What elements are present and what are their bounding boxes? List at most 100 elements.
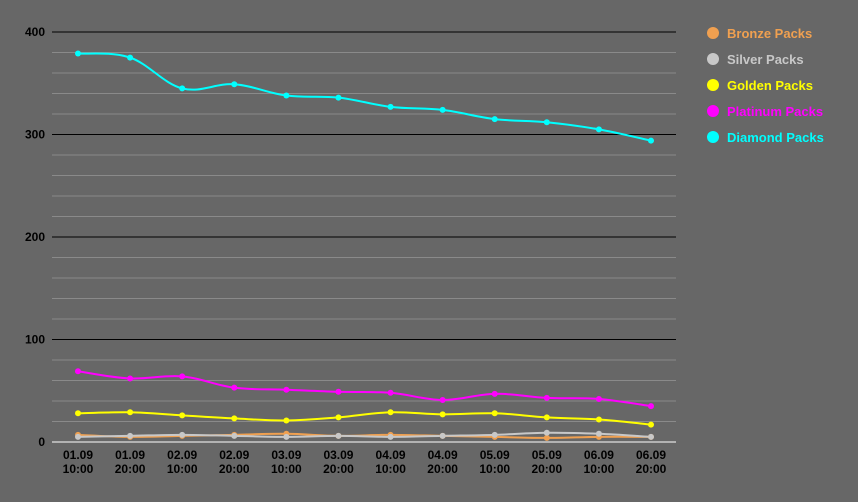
data-point-golden-packs xyxy=(648,421,654,428)
data-point-diamond-packs xyxy=(179,85,186,92)
data-point-diamond-packs xyxy=(75,50,81,57)
x-tick-label: 04.09 xyxy=(428,448,458,462)
data-point-platinum-packs xyxy=(648,403,654,410)
data-point-silver-packs xyxy=(75,433,81,440)
series-lines xyxy=(77,52,652,439)
data-point-golden-packs xyxy=(75,410,81,417)
y-tick-label: 200 xyxy=(25,230,45,244)
legend-label-golden-packs: Golden Packs xyxy=(727,78,813,93)
data-point-platinum-packs xyxy=(543,394,550,401)
data-point-platinum-packs xyxy=(387,389,394,396)
x-tick-label: 10:00 xyxy=(167,462,198,476)
series-line-diamond-packs xyxy=(77,52,652,142)
data-point-diamond-packs xyxy=(335,94,342,101)
data-point-silver-packs xyxy=(543,429,550,436)
y-tick-label: 300 xyxy=(25,128,45,142)
data-point-silver-packs xyxy=(231,432,238,439)
data-point-golden-packs xyxy=(491,410,498,417)
x-tick-label: 04.09 xyxy=(376,448,406,462)
x-tick-label: 03.09 xyxy=(323,448,353,462)
legend-item-bronze-packs[interactable]: Bronze Packs xyxy=(707,26,812,41)
data-point-diamond-packs xyxy=(543,119,550,126)
data-point-platinum-packs xyxy=(127,375,134,382)
x-tick-label: 05.09 xyxy=(480,448,510,462)
y-axis-ticks: 0 100 200 300 400 xyxy=(25,25,45,449)
data-point-platinum-packs xyxy=(283,386,290,393)
legend-label-platinum-packs: Platinum Packs xyxy=(727,104,823,119)
x-tick-label: 03.09 xyxy=(271,448,301,462)
data-point-golden-packs xyxy=(127,409,134,416)
data-point-silver-packs xyxy=(648,433,654,440)
data-point-silver-packs xyxy=(127,432,134,439)
x-tick-label: 05.09 xyxy=(532,448,562,462)
data-point-golden-packs xyxy=(595,416,602,423)
data-point-silver-packs xyxy=(439,432,446,439)
x-tick-label: 20:00 xyxy=(531,462,562,476)
data-point-silver-packs xyxy=(387,433,394,440)
data-point-bronze-packs xyxy=(543,434,550,441)
legend-marker-diamond-packs xyxy=(707,131,719,143)
data-point-silver-packs xyxy=(283,433,290,440)
legend-item-silver-packs[interactable]: Silver Packs xyxy=(707,52,804,67)
data-point-platinum-packs xyxy=(335,388,342,395)
x-tick-label: 10:00 xyxy=(479,462,510,476)
legend-marker-bronze-packs xyxy=(707,27,719,39)
series-line-golden-packs xyxy=(77,411,652,426)
data-point-diamond-packs xyxy=(127,54,134,61)
legend-label-diamond-packs: Diamond Packs xyxy=(727,130,824,145)
y-tick-label: 100 xyxy=(25,333,45,347)
data-point-silver-packs xyxy=(595,430,602,437)
legend-marker-silver-packs xyxy=(707,53,719,65)
data-point-platinum-packs xyxy=(439,396,446,403)
data-point-golden-packs xyxy=(387,409,394,416)
x-tick-label: 06.09 xyxy=(584,448,614,462)
data-point-diamond-packs xyxy=(387,103,394,110)
legend: Bronze Packs Silver Packs Golden Packs Plat… xyxy=(707,26,824,145)
legend-marker-platinum-packs xyxy=(707,105,719,117)
series-points xyxy=(75,50,654,441)
x-tick-label: 20:00 xyxy=(323,462,354,476)
data-point-diamond-packs xyxy=(491,116,498,123)
legend-label-bronze-packs: Bronze Packs xyxy=(727,26,812,41)
x-tick-label: 20:00 xyxy=(427,462,458,476)
legend-marker-golden-packs xyxy=(707,79,719,91)
data-point-golden-packs xyxy=(283,417,290,424)
x-tick-label: 10:00 xyxy=(584,462,615,476)
data-point-silver-packs xyxy=(179,431,186,438)
data-point-diamond-packs xyxy=(595,126,602,133)
x-tick-label: 06.09 xyxy=(636,448,666,462)
data-point-golden-packs xyxy=(179,412,186,419)
x-tick-label: 02.09 xyxy=(219,448,249,462)
data-point-silver-packs xyxy=(335,432,342,439)
y-tick-label: 0 xyxy=(38,435,45,449)
data-point-diamond-packs xyxy=(648,137,654,144)
data-point-platinum-packs xyxy=(595,395,602,402)
data-point-platinum-packs xyxy=(231,384,238,391)
legend-item-golden-packs[interactable]: Golden Packs xyxy=(707,78,813,93)
data-point-silver-packs xyxy=(491,431,498,438)
data-point-diamond-packs xyxy=(231,81,238,88)
data-point-diamond-packs xyxy=(439,106,446,113)
data-point-platinum-packs xyxy=(75,368,81,375)
data-point-golden-packs xyxy=(543,414,550,421)
chart-grid xyxy=(52,31,676,443)
legend-item-platinum-packs[interactable]: Platinum Packs xyxy=(707,104,823,119)
x-tick-label: 20:00 xyxy=(219,462,250,476)
x-tick-label: 02.09 xyxy=(167,448,197,462)
data-point-platinum-packs xyxy=(491,390,498,397)
data-point-diamond-packs xyxy=(283,92,290,99)
data-point-golden-packs xyxy=(439,411,446,418)
x-tick-label: 10:00 xyxy=(271,462,302,476)
legend-label-silver-packs: Silver Packs xyxy=(727,52,804,67)
y-tick-label: 400 xyxy=(25,25,45,39)
data-point-golden-packs xyxy=(335,414,342,421)
x-tick-label: 20:00 xyxy=(115,462,146,476)
x-tick-label: 01.09 xyxy=(115,448,145,462)
series-line-silver-packs xyxy=(77,431,652,438)
legend-item-diamond-packs[interactable]: Diamond Packs xyxy=(707,130,824,145)
x-tick-label: 10:00 xyxy=(375,462,406,476)
data-point-golden-packs xyxy=(231,415,238,422)
x-axis-ticks: 01.0910:0001.0920:0002.0910:0002.0920:00… xyxy=(63,448,667,476)
series-line-platinum-packs xyxy=(77,370,652,408)
